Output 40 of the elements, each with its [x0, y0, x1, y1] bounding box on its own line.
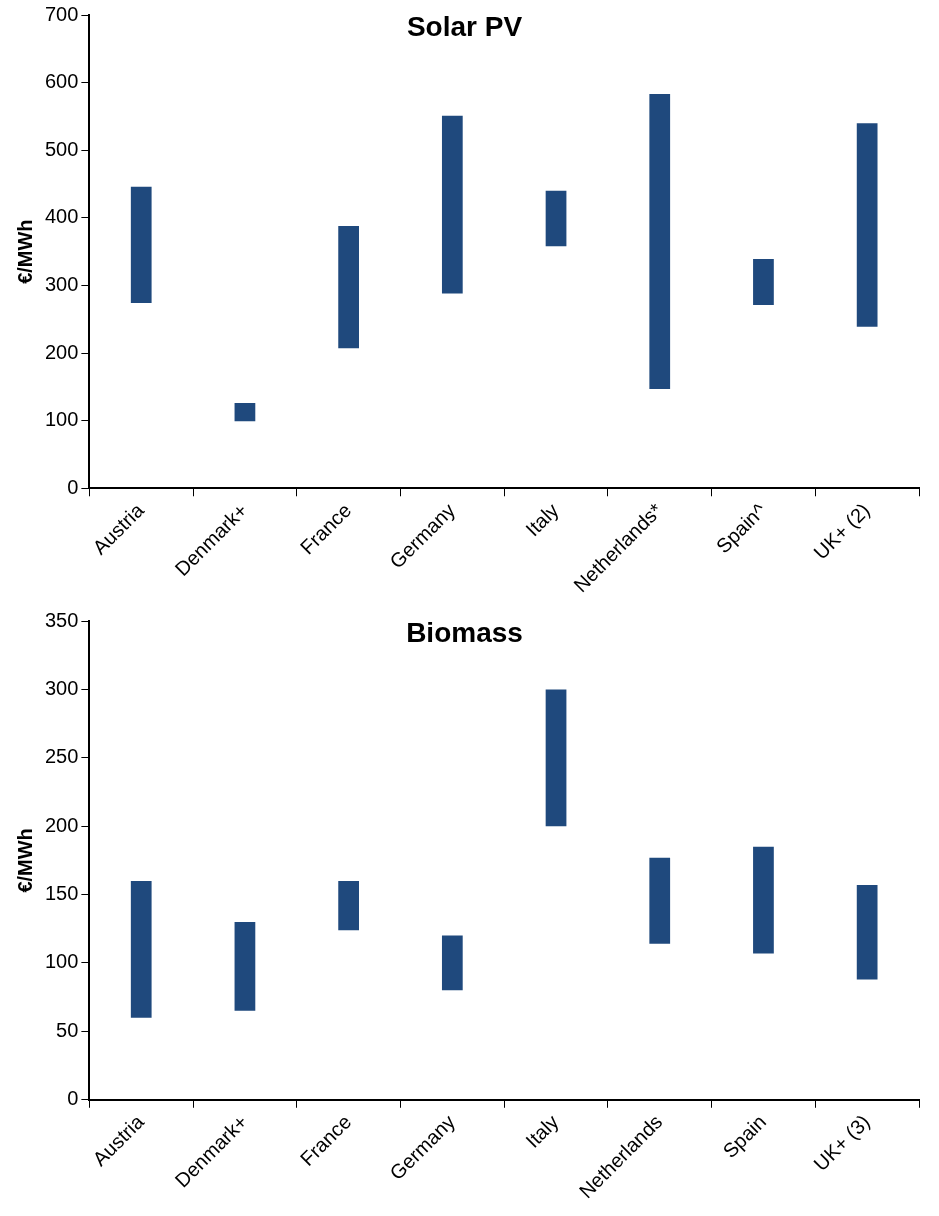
bar — [753, 259, 774, 306]
y-tick-label: 350 — [44, 608, 79, 631]
x-tick-label: Italy — [521, 1110, 563, 1152]
y-axis-title: €/MWh — [13, 219, 36, 284]
bar — [338, 880, 359, 931]
bar — [856, 885, 878, 980]
y-axis-title: €/MWh — [13, 828, 36, 893]
chart-title: Biomass — [406, 616, 523, 648]
y-tick-label: 500 — [44, 137, 79, 160]
y-tick-label: 250 — [44, 745, 79, 768]
y-tick-label: 300 — [44, 272, 79, 295]
bar — [234, 403, 256, 422]
bar — [856, 123, 878, 327]
bar — [130, 186, 152, 304]
y-tick-label: 300 — [44, 676, 79, 699]
bar — [545, 190, 567, 247]
bar — [545, 689, 567, 827]
y-tick-label: 50 — [56, 1018, 79, 1041]
bar — [441, 935, 463, 991]
y-tick-label: 0 — [67, 475, 79, 498]
bar — [649, 94, 671, 389]
bar — [338, 225, 359, 349]
bar — [130, 880, 152, 1018]
y-tick-label: 200 — [44, 340, 79, 363]
x-tick-label: UK+ (3) — [809, 1110, 874, 1176]
bar — [234, 921, 256, 1011]
x-tick-label: Italy — [521, 498, 563, 541]
bar — [753, 846, 774, 954]
y-tick-label: 700 — [44, 2, 79, 25]
y-tick-label: 100 — [44, 408, 79, 431]
chart-title: Solar PV — [406, 10, 523, 42]
y-tick-label: 100 — [44, 950, 79, 973]
y-tick-label: 400 — [44, 205, 79, 228]
x-tick-label: UK+ (2) — [809, 498, 874, 564]
y-tick-label: 200 — [44, 813, 79, 836]
y-tick-label: 600 — [44, 70, 79, 93]
y-tick-label: 0 — [67, 1087, 79, 1110]
bar — [649, 857, 671, 944]
y-tick-label: 150 — [44, 882, 79, 905]
bar — [441, 115, 463, 294]
